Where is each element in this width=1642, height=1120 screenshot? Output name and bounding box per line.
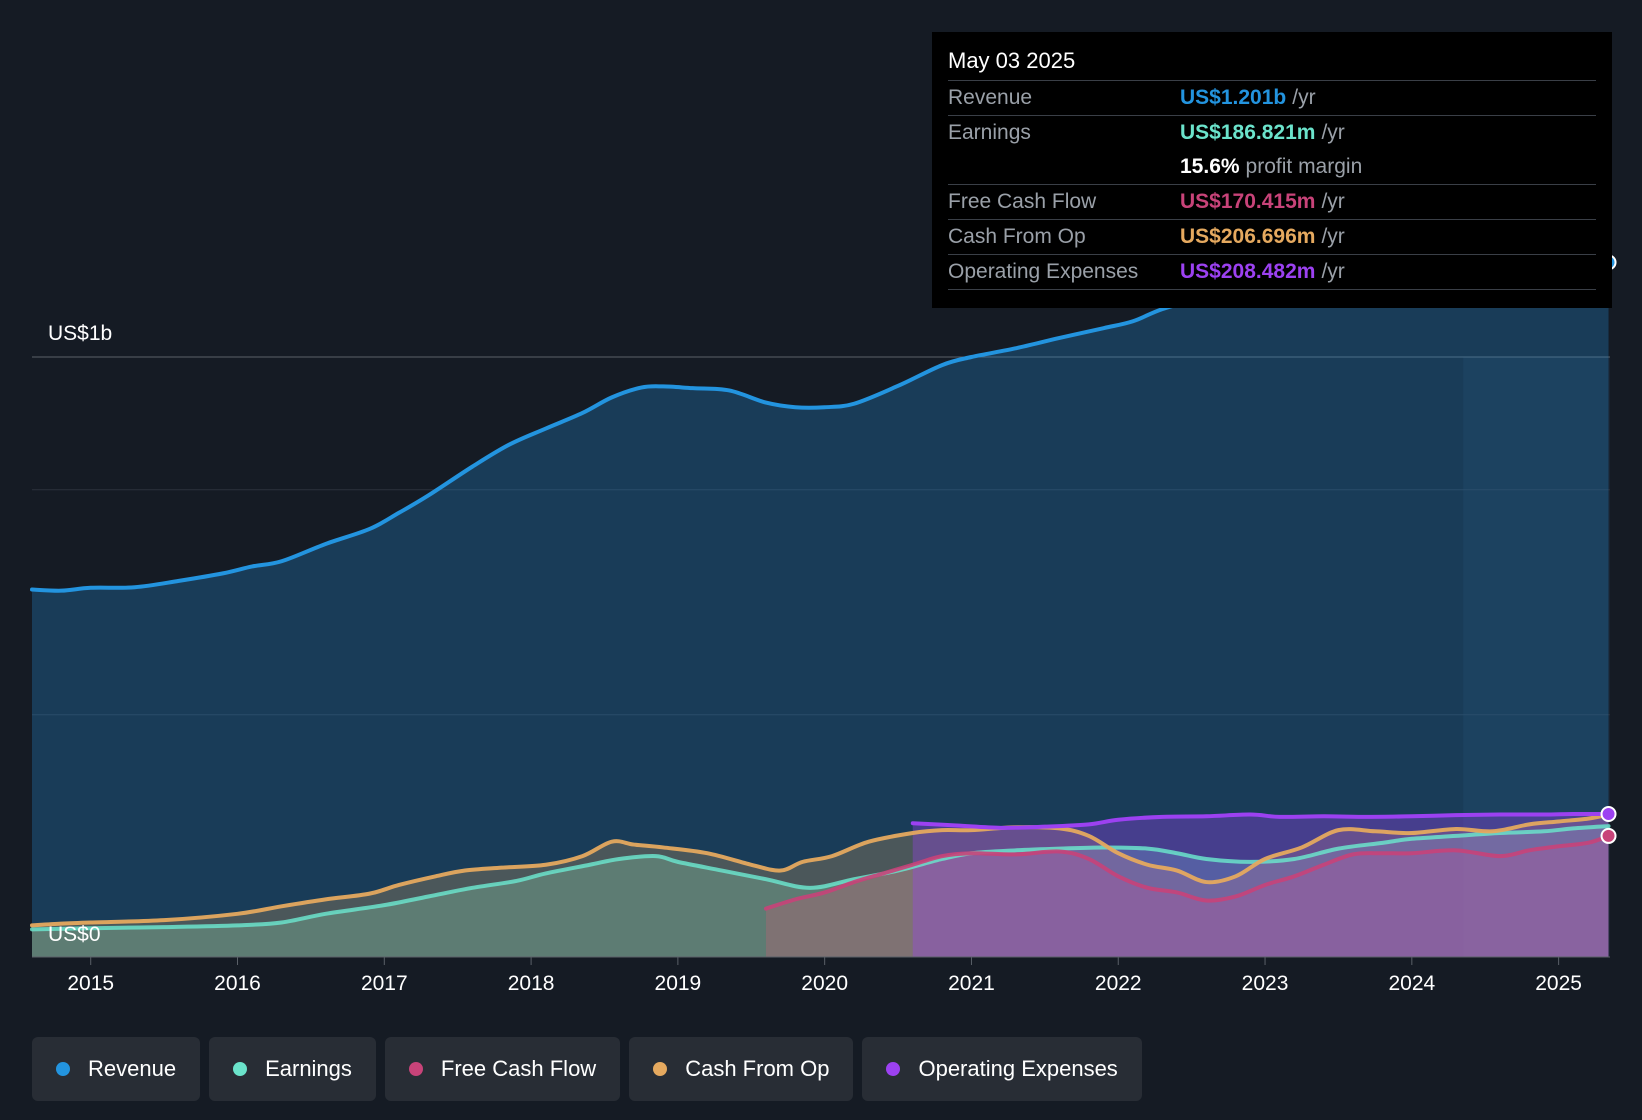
legend-item-operating-expenses[interactable]: Operating Expenses (862, 1037, 1142, 1101)
legend-item-revenue[interactable]: Revenue (32, 1037, 201, 1101)
x-tick-label: 2016 (214, 972, 261, 995)
x-tick-label: 2021 (948, 972, 995, 995)
revenue-area (32, 260, 1609, 957)
operating-expenses-dot-icon (886, 1062, 901, 1076)
x-tick-label: 2023 (1242, 972, 1289, 995)
earnings-dot-icon (233, 1062, 248, 1076)
tooltip-unit: /yr (1292, 86, 1316, 109)
tooltip-value: US$170.415m (1180, 190, 1316, 213)
free-cash-flow-line (763, 833, 1611, 911)
legend-label: Cash From Op (685, 1056, 830, 1081)
tooltip-date: May 03 2025 (948, 46, 1596, 81)
tooltip-unit: /yr (1321, 225, 1345, 248)
tooltip-value: US$1.201b (1180, 86, 1287, 109)
revenue-dot-icon (56, 1062, 70, 1076)
free-cash-flow-end-marker (1600, 827, 1617, 844)
tooltip-unit: /yr (1321, 190, 1345, 213)
operating-expenses-line (910, 811, 1611, 830)
legend: Revenue Earnings Free Cash Flow Cash Fro… (32, 1037, 1142, 1101)
legend-label: Free Cash Flow (440, 1056, 597, 1081)
tooltip-value: US$186.821m (1180, 121, 1316, 144)
earnings-area (32, 826, 1609, 957)
y-axis-label-top: US$1b (48, 322, 112, 345)
tooltip: May 03 2025 Revenue US$1.201b /yr Earnin… (932, 32, 1612, 308)
tooltip-label: Revenue (948, 86, 1033, 109)
tooltip-label (948, 150, 1180, 184)
x-tick-label: 2022 (1095, 972, 1142, 995)
cash-from-op-line (30, 812, 1611, 928)
tooltip-value: US$208.482m (1180, 260, 1316, 283)
tooltip-label: Free Cash Flow (948, 190, 1097, 213)
x-tick-label: 2017 (361, 972, 408, 995)
tooltip-unit: /yr (1321, 260, 1345, 283)
x-tick-label: 2019 (655, 972, 702, 995)
tooltip-value: US$206.696m (1180, 225, 1316, 248)
tooltip-value: 15.6% (1180, 155, 1240, 178)
tooltip-row-earnings: Earnings US$186.821m /yr (948, 116, 1596, 150)
cash-from-op-dot-icon (653, 1062, 668, 1076)
legend-item-cash-from-op[interactable]: Cash From Op (629, 1037, 854, 1101)
legend-label: Earnings (265, 1056, 352, 1081)
y-axis-label-bottom: US$0 (48, 923, 101, 946)
operating-expenses-end-marker (1600, 805, 1617, 822)
tooltip-label: Earnings (948, 121, 1031, 144)
tooltip-row-revenue: Revenue US$1.201b /yr (948, 81, 1596, 116)
x-tick-label: 2018 (508, 972, 555, 995)
tooltip-unit: /yr (1321, 121, 1345, 144)
tooltip-row-cash-from-op: Cash From Op US$206.696m /yr (948, 220, 1596, 255)
x-tick-label: 2015 (67, 972, 114, 995)
x-tick-label: 2025 (1535, 972, 1582, 995)
free-cash-flow-dot-icon (408, 1062, 423, 1076)
legend-label: Operating Expenses (918, 1056, 1118, 1081)
legend-label: Revenue (88, 1056, 177, 1081)
legend-item-free-cash-flow[interactable]: Free Cash Flow (384, 1037, 621, 1101)
tooltip-row-free-cash-flow: Free Cash Flow US$170.415m /yr (948, 185, 1596, 220)
tooltip-row-profit-margin: 15.6% profit margin (948, 150, 1596, 185)
tooltip-row-operating-expenses: Operating Expenses US$208.482m /yr (948, 255, 1596, 290)
highlight-region (1463, 357, 1610, 957)
tooltip-label: Cash From Op (948, 225, 1086, 248)
tooltip-label: Operating Expenses (948, 260, 1139, 283)
tooltip-unit: profit margin (1245, 155, 1363, 178)
legend-item-earnings[interactable]: Earnings (209, 1037, 376, 1101)
x-tick-label: 2024 (1388, 972, 1435, 995)
x-tick-label: 2020 (801, 972, 848, 995)
